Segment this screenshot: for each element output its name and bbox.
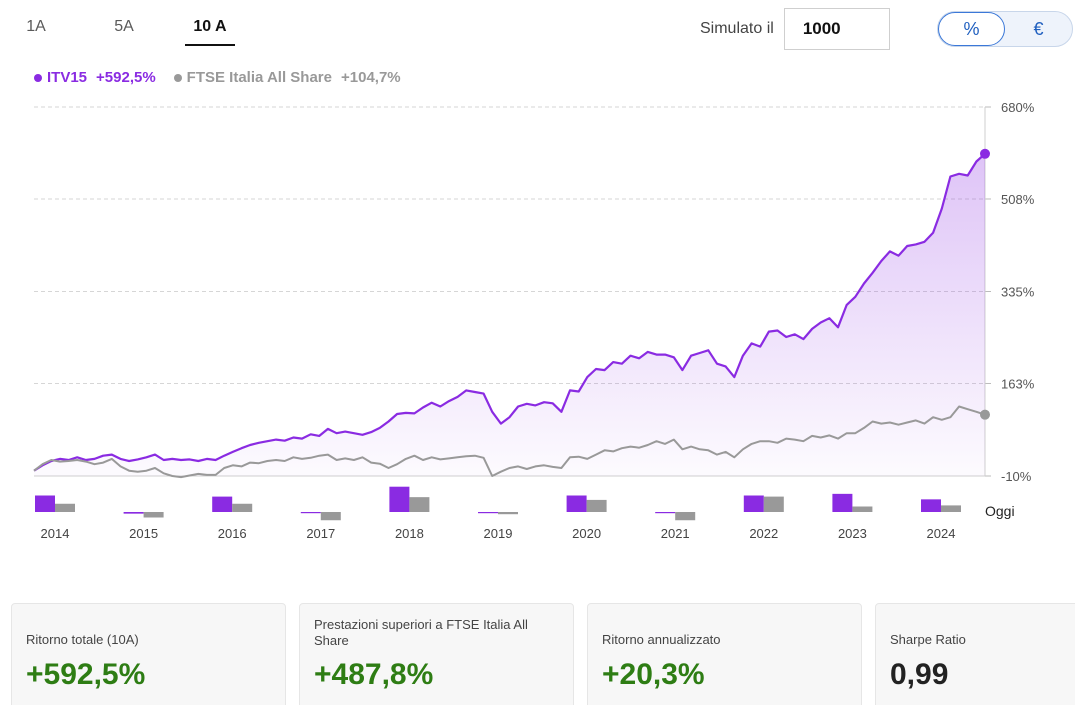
legend-dot-icon (173, 73, 182, 82)
x-year-label: 2024 (927, 526, 956, 541)
x-year-label: 2022 (749, 526, 778, 541)
series-area-0 (34, 153, 985, 477)
annual-bar-itv15 (389, 486, 410, 512)
legend-value: +592,5% (96, 69, 156, 86)
percent-toggle-button[interactable]: % (938, 12, 1006, 46)
card-label: Sharpe Ratio (890, 632, 966, 647)
legend-dot-icon (34, 73, 42, 82)
tab-5y[interactable]: 5A (114, 18, 134, 35)
card-sharpe-ratio: Sharpe Ratio 0,99 (875, 603, 1075, 705)
annual-bar-ftse (409, 497, 430, 512)
y-tick-label: 163% (1001, 376, 1035, 391)
card-value: +592,5% (26, 658, 146, 691)
legend-value: +104,7% (341, 69, 401, 86)
annual-bar-itv15 (566, 495, 587, 512)
card-label: Ritorno totale (10A) (26, 632, 139, 647)
annual-bar-ftse (143, 512, 164, 518)
card-annualized-return: Ritorno annualizzato +20,3% (587, 603, 862, 705)
y-tick-label: 508% (1001, 192, 1035, 207)
annual-bar-ftse (675, 512, 696, 521)
y-tick-label: 680% (1001, 100, 1035, 115)
card-value: +487,8% (314, 658, 434, 691)
unit-toggle: % € (937, 11, 1073, 47)
card-total-return: Ritorno totale (10A) +592,5% (11, 603, 286, 705)
x-year-label: 2021 (661, 526, 690, 541)
annual-bar-itv15 (212, 496, 233, 512)
series-line-1 (33, 405, 986, 479)
annual-bar-itv15 (478, 512, 498, 514)
today-label: Oggi (985, 503, 1015, 519)
card-label: Prestazioni superiori a FTSE Italia All … (314, 617, 528, 648)
simulator: Simulato il (700, 8, 890, 50)
y-tick-label: 335% (1001, 285, 1035, 300)
chart-legend: ITV15 +592,5% FTSE Italia All Share +104… (34, 69, 419, 86)
annual-bar-ftse (586, 499, 607, 512)
x-year-label: 2018 (395, 526, 424, 541)
y-tick-label: -10% (1001, 469, 1032, 484)
card-outperformance: Prestazioni superiori a FTSE Italia All … (299, 603, 574, 705)
annual-bar-ftse (852, 506, 873, 512)
x-year-label: 2020 (572, 526, 601, 541)
euro-toggle-button[interactable]: € (1033, 19, 1044, 39)
legend-item-ftse: FTSE Italia All Share +104,7% (173, 69, 401, 86)
simulator-amount-input[interactable] (783, 8, 890, 50)
x-year-label: 2023 (838, 526, 867, 541)
annual-bar-ftse (941, 505, 961, 512)
x-year-label: 2019 (484, 526, 513, 541)
series-line-0 (33, 152, 986, 472)
x-year-label: 2016 (218, 526, 247, 541)
annual-bar-itv15 (921, 499, 941, 512)
annual-bar-itv15 (743, 495, 764, 512)
annual-bar-ftse (232, 503, 253, 512)
x-year-label: 2015 (129, 526, 158, 541)
annual-bar-ftse (55, 503, 75, 512)
stats-cards: Ritorno totale (10A) +592,5% Prestazioni… (0, 603, 1075, 705)
tab-10y[interactable]: 10 A (185, 8, 235, 46)
annual-bar-itv15 (655, 512, 676, 514)
card-label: Ritorno annualizzato (602, 632, 721, 647)
annual-bar-itv15 (35, 495, 55, 512)
simulator-label: Simulato il (700, 20, 774, 37)
annual-bar-ftse (763, 496, 784, 512)
annual-bar-itv15 (123, 512, 144, 514)
annual-bar-itv15 (300, 512, 321, 514)
period-tabs: 1A 5A 10 A (12, 8, 275, 46)
annual-bar-ftse (498, 512, 518, 515)
tab-1y[interactable]: 1A (26, 18, 46, 35)
legend-item-itv15: ITV15 +592,5% (34, 69, 156, 86)
legend-name: FTSE Italia All Share (186, 69, 332, 86)
series-end-point-0 (980, 148, 990, 159)
card-value: +20,3% (602, 658, 705, 691)
annual-bar-itv15 (832, 493, 853, 512)
performance-chart: 680% 508% 335% 163% -10% 2014 2015 2016 2017 2018… (33, 100, 1035, 541)
annual-bar-ftse (320, 512, 341, 521)
legend-name: ITV15 (47, 69, 88, 86)
x-year-label: 2017 (306, 526, 335, 541)
series-end-point-1 (980, 409, 990, 420)
x-year-label: 2014 (41, 526, 70, 541)
card-value: 0,99 (890, 658, 949, 691)
